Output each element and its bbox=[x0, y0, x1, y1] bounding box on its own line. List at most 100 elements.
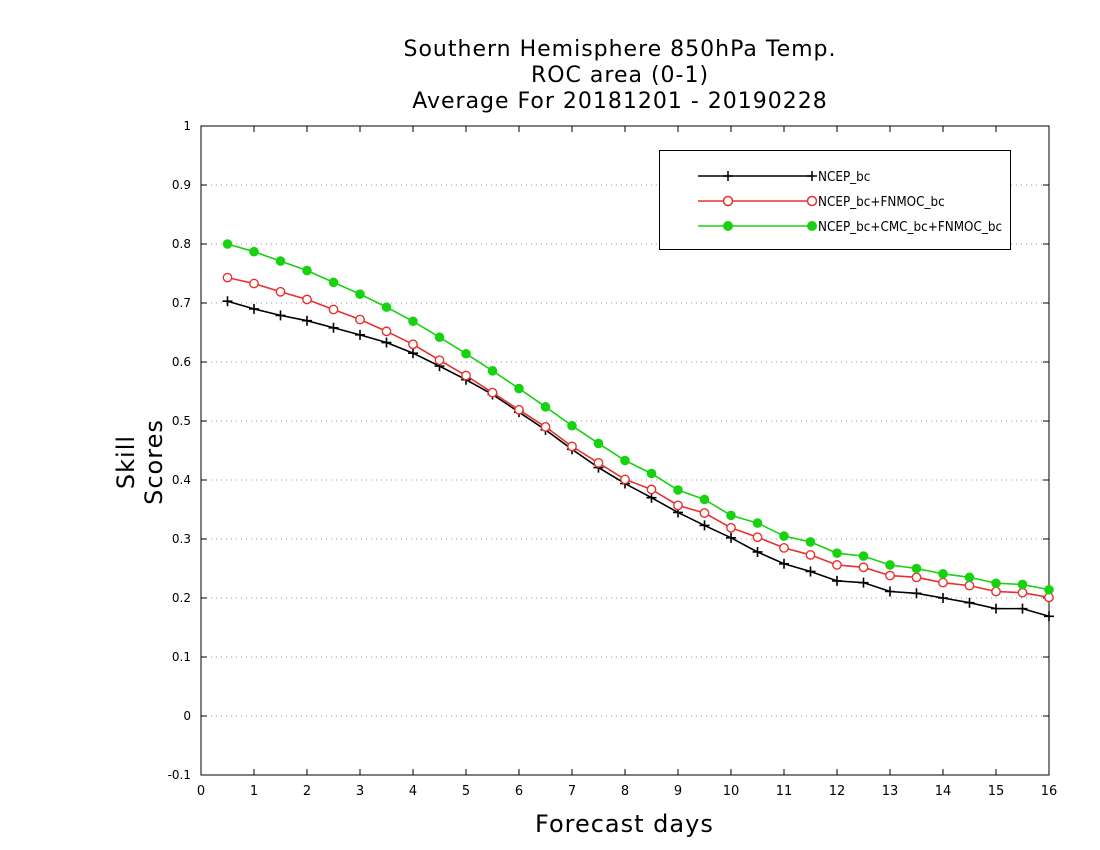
x-tick-label: 13 bbox=[882, 784, 899, 799]
data-point-ncep-bc-fnmoc-bc bbox=[752, 532, 763, 543]
x-tick-label: 10 bbox=[723, 784, 740, 799]
x-tick-label: 4 bbox=[409, 784, 417, 799]
data-point-ncep-bc-fnmoc-bc bbox=[514, 404, 524, 415]
legend-label-ncep-bc: NCEP_bc bbox=[818, 169, 871, 185]
data-point-ncep-bc-cmc-bc-fnmoc-bc bbox=[646, 468, 657, 479]
data-point-ncep-bc-cmc-bc-fnmoc-bc bbox=[858, 551, 869, 561]
data-point-ncep-bc-cmc-bc-fnmoc-bc bbox=[434, 332, 445, 343]
y-axis-title: Skill Scores bbox=[112, 419, 168, 505]
data-point-ncep-bc-fnmoc-bc bbox=[593, 457, 604, 468]
legend: NCEP_bc NCEP_bc+FNMOC_bc NCEP_bc+CMC_bc+… bbox=[659, 150, 1011, 250]
legend-item-ncep-fnmoc: NCEP_bc+FNMOC_bc bbox=[660, 190, 1010, 214]
data-point-ncep-bc-cmc-bc-fnmoc-bc bbox=[593, 438, 604, 449]
x-tick-label: 9 bbox=[674, 784, 682, 799]
data-point-ncep-bc-cmc-bc-fnmoc-bc bbox=[938, 569, 948, 579]
legend-symbol-ncep-fnmoc bbox=[698, 195, 818, 207]
data-point-ncep-bc-fnmoc-bc bbox=[302, 294, 312, 305]
data-point-ncep-bc-cmc-bc-fnmoc-bc bbox=[805, 537, 816, 547]
data-point-ncep-bc-fnmoc-bc bbox=[885, 570, 895, 581]
chart-title-line-3: Average For 20181201 - 20190228 bbox=[412, 89, 828, 114]
x-tick-label: 1 bbox=[250, 784, 258, 799]
data-point-ncep-bc-cmc-bc-fnmoc-bc bbox=[1017, 579, 1028, 590]
data-point-ncep-bc bbox=[858, 577, 869, 588]
data-point-ncep-bc bbox=[752, 546, 763, 557]
data-point-ncep-bc-fnmoc-bc bbox=[434, 355, 445, 366]
data-point-ncep-bc-cmc-bc-fnmoc-bc bbox=[275, 256, 286, 266]
x-tick-label: 2 bbox=[303, 784, 311, 799]
x-tick-label: 14 bbox=[935, 784, 952, 799]
data-point-ncep-bc-fnmoc-bc bbox=[487, 387, 498, 398]
data-point-ncep-bc-fnmoc-bc bbox=[938, 577, 948, 588]
data-point-ncep-bc-fnmoc-bc bbox=[222, 272, 233, 283]
data-point-ncep-bc bbox=[408, 348, 418, 359]
data-point-ncep-bc-cmc-bc-fnmoc-bc bbox=[567, 420, 577, 431]
data-point-ncep-bc-cmc-bc-fnmoc-bc bbox=[514, 383, 524, 394]
grid-layer bbox=[201, 184, 1049, 717]
legend-symbol-ncep-cmc-fnmoc bbox=[698, 221, 817, 231]
x-tick-label: 16 bbox=[1041, 784, 1058, 799]
data-point-ncep-bc-cmc-bc-fnmoc-bc bbox=[540, 402, 551, 412]
data-point-ncep-bc bbox=[1017, 603, 1028, 614]
data-point-ncep-bc-cmc-bc-fnmoc-bc bbox=[964, 572, 975, 583]
data-point-ncep-bc-fnmoc-bc bbox=[726, 522, 736, 533]
y-tick-label: 0.6 bbox=[172, 355, 191, 369]
series-line-ncep-bc bbox=[227, 300, 1050, 618]
data-point-ncep-bc-fnmoc-bc bbox=[355, 314, 365, 325]
chart-title-line-2: ROC area (0-1) bbox=[530, 63, 710, 88]
data-point-ncep-bc bbox=[911, 588, 922, 599]
chart-title-line-1: Southern Hemisphere 850hPa Temp. bbox=[403, 37, 837, 62]
data-point-ncep-bc bbox=[991, 603, 1001, 614]
data-point-ncep-bc-fnmoc-bc bbox=[673, 500, 683, 511]
data-point-ncep-bc-fnmoc-bc bbox=[567, 441, 577, 452]
data-point-ncep-bc bbox=[222, 296, 233, 307]
data-point-ncep-bc bbox=[832, 575, 842, 586]
data-point-ncep-bc-fnmoc-bc bbox=[461, 370, 471, 381]
y-tick-label: 0.8 bbox=[172, 237, 191, 251]
data-point-ncep-bc-cmc-bc-fnmoc-bc bbox=[726, 510, 736, 521]
data-point-ncep-bc-cmc-bc-fnmoc-bc bbox=[885, 560, 895, 570]
data-point-ncep-bc-fnmoc-bc bbox=[646, 484, 657, 495]
data-point-ncep-bc-cmc-bc-fnmoc-bc bbox=[752, 518, 763, 528]
tick-layer: -0.100.10.20.30.40.50.60.70.80.910 1 2 3 4 5 6… bbox=[168, 119, 1058, 799]
data-point-ncep-bc bbox=[249, 303, 259, 314]
data-point-ncep-bc-cmc-bc-fnmoc-bc bbox=[911, 563, 922, 574]
x-tick-label: 15 bbox=[988, 784, 1005, 799]
series-line-ncep-bc-cmc-bc-fnmoc-bc bbox=[227, 243, 1050, 591]
x-tick-label: 12 bbox=[829, 784, 846, 799]
data-point-ncep-bc-cmc-bc-fnmoc-bc bbox=[355, 289, 365, 299]
data-point-ncep-bc-fnmoc-bc bbox=[408, 339, 418, 350]
data-point-ncep-bc-cmc-bc-fnmoc-bc bbox=[222, 239, 233, 249]
y-tick-label: 0.7 bbox=[172, 296, 191, 310]
data-point-ncep-bc-fnmoc-bc bbox=[911, 572, 922, 583]
data-point-ncep-bc-cmc-bc-fnmoc-bc bbox=[620, 455, 630, 466]
legend-item-ncep-bc: NCEP_bc bbox=[660, 165, 1010, 189]
data-point-ncep-bc-cmc-bc-fnmoc-bc bbox=[381, 302, 392, 312]
data-point-ncep-bc bbox=[805, 566, 816, 577]
data-point-ncep-bc-fnmoc-bc bbox=[964, 580, 975, 591]
data-point-ncep-bc-fnmoc-bc bbox=[1017, 587, 1028, 598]
data-point-ncep-bc-cmc-bc-fnmoc-bc bbox=[699, 494, 710, 505]
x-tick-label: 7 bbox=[568, 784, 576, 799]
data-point-ncep-bc-cmc-bc-fnmoc-bc bbox=[328, 277, 339, 288]
data-point-ncep-bc bbox=[1044, 611, 1054, 622]
data-point-ncep-bc-fnmoc-bc bbox=[858, 562, 869, 573]
data-point-ncep-bc bbox=[779, 558, 789, 569]
data-point-ncep-bc-fnmoc-bc bbox=[620, 474, 630, 485]
y-tick-label: 0.2 bbox=[172, 591, 191, 605]
data-point-ncep-bc-cmc-bc-fnmoc-bc bbox=[302, 265, 312, 276]
data-point-ncep-bc bbox=[328, 322, 339, 333]
data-point-ncep-bc-fnmoc-bc bbox=[991, 586, 1001, 597]
legend-label-ncep-fnmoc: NCEP_bc+FNMOC_bc bbox=[818, 194, 945, 210]
data-point-ncep-bc bbox=[646, 492, 657, 503]
y-tick-label: 0.1 bbox=[172, 650, 191, 664]
data-point-ncep-bc-cmc-bc-fnmoc-bc bbox=[673, 485, 683, 495]
y-tick-label: 1 bbox=[183, 119, 191, 133]
legend-label-ncep-cmc-fnmoc: NCEP_bc+CMC_bc+FNMOC_bc bbox=[818, 219, 1003, 235]
legend-item-ncep-cmc-fnmoc: NCEP_bc+CMC_bc+FNMOC_bc bbox=[660, 215, 1010, 239]
data-point-ncep-bc-fnmoc-bc bbox=[275, 286, 286, 297]
y-tick-label: 0.3 bbox=[172, 532, 191, 546]
y-tick-label: 0.9 bbox=[172, 178, 191, 192]
data-point-ncep-bc-cmc-bc-fnmoc-bc bbox=[991, 578, 1001, 589]
data-point-ncep-bc-fnmoc-bc bbox=[805, 550, 816, 560]
